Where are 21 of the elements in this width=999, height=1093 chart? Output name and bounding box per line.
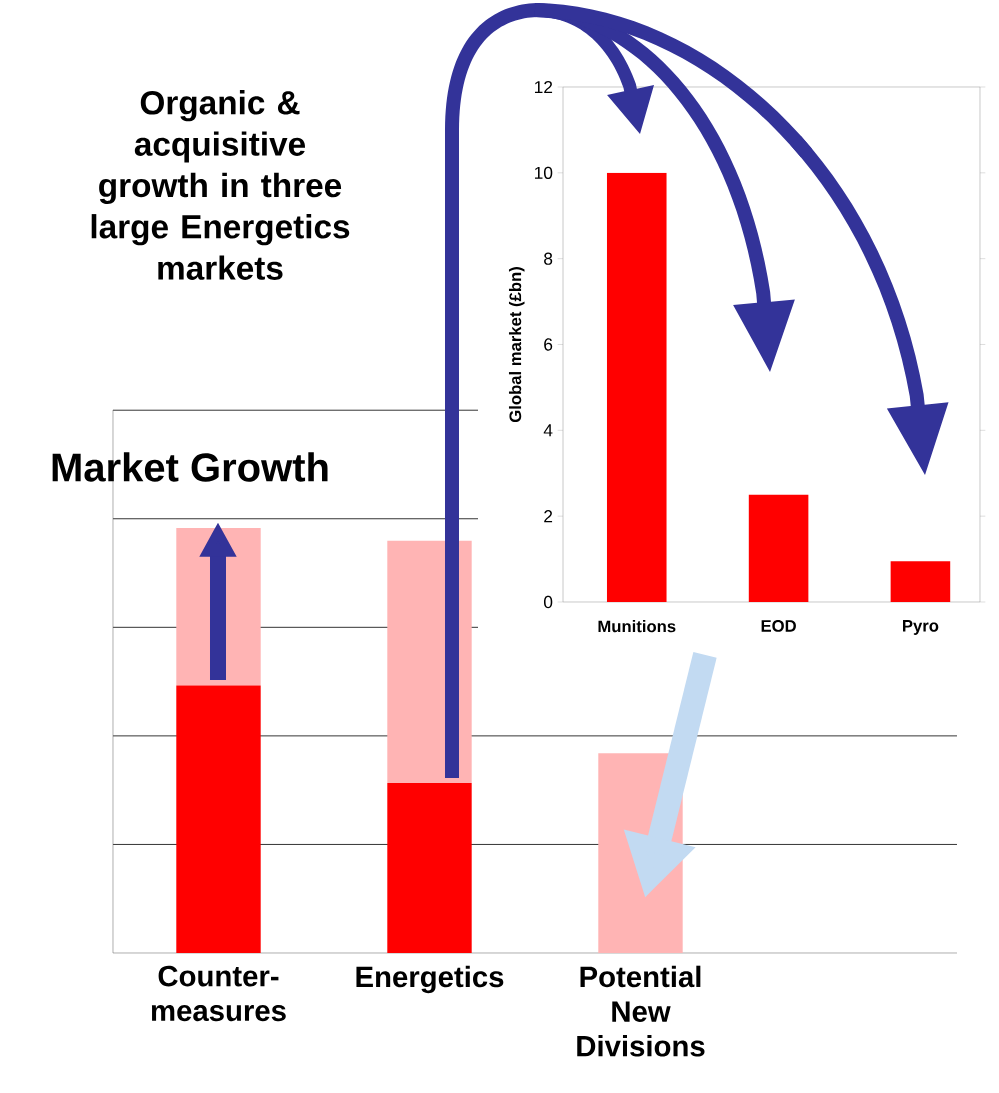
bar: [387, 783, 472, 953]
bar: [748, 494, 809, 602]
text: Market Growth: [52, 452, 328, 482]
y-tick-label: 4: [543, 424, 553, 437]
y-tick-label: 8: [544, 252, 553, 265]
y-tick-label: 12: [534, 80, 553, 94]
y-tick-label: 10: [534, 166, 553, 179]
chart-title: Organic & acquisitive growth in three large Energetics markets: [91, 90, 350, 280]
bar: [890, 561, 951, 602]
y-tick-label: 6: [544, 338, 553, 351]
x-tick-label: Munitions: [598, 620, 676, 633]
y-tick-label: 2: [544, 510, 553, 523]
y-axis-title: Global market (£bn): [508, 267, 525, 423]
x-tick-label: Energetics: [356, 965, 504, 994]
bar: [176, 685, 261, 953]
x-tick-label: Potential New Divisions: [577, 965, 705, 1057]
x-tick-label: Counter-measures: [151, 965, 286, 1022]
x-tick-label: Pyro: [903, 620, 939, 635]
x-tick-label: EOD: [761, 620, 796, 632]
bar: [606, 172, 667, 602]
y-tick-label: 0: [543, 595, 553, 609]
